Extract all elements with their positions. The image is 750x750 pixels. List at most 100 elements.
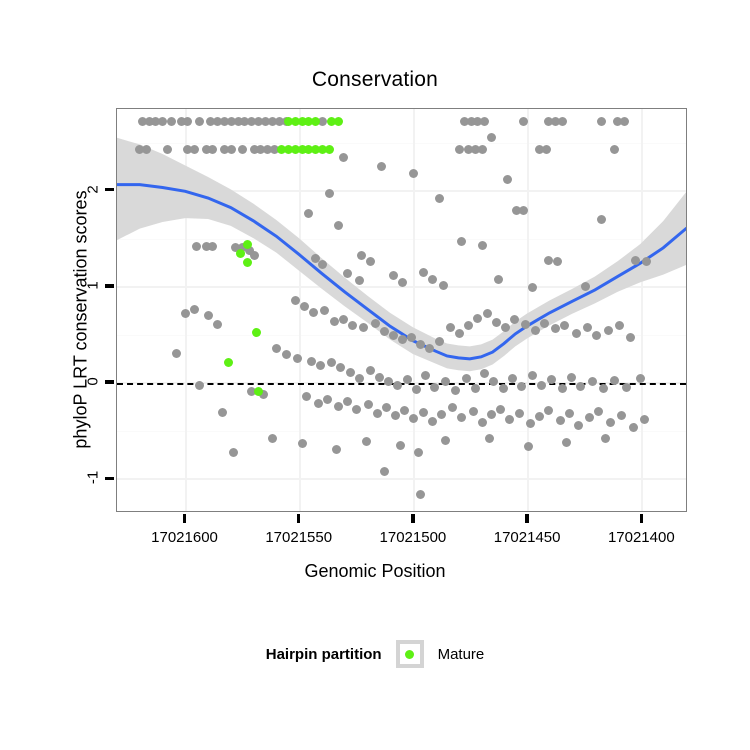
data-point-other <box>400 405 410 415</box>
data-point-other <box>338 315 348 325</box>
data-point-other <box>411 385 421 395</box>
data-point-mature <box>324 144 334 154</box>
data-point-other <box>519 117 529 126</box>
data-point-other <box>324 189 334 199</box>
data-point-other <box>507 373 517 383</box>
data-point-other <box>434 194 444 203</box>
data-point-other <box>535 412 544 422</box>
data-point-other <box>249 144 259 154</box>
trend-line-path <box>117 183 686 361</box>
data-point-other <box>628 422 638 432</box>
data-point-other <box>528 370 538 380</box>
data-point-other <box>457 413 467 423</box>
data-point-other <box>306 356 316 366</box>
data-point-other <box>318 260 328 270</box>
data-point-other <box>203 311 213 321</box>
y-axis-title: phyloP LRT conservation scores <box>70 190 91 449</box>
data-point-other <box>560 320 570 330</box>
data-point-mature <box>334 117 343 126</box>
data-point-other <box>308 308 318 318</box>
data-point-other <box>194 380 204 390</box>
data-point-other <box>610 144 620 154</box>
data-point-other <box>525 419 535 428</box>
data-point-other <box>615 320 624 330</box>
data-point-other <box>190 144 200 154</box>
data-point-other <box>587 376 597 386</box>
data-point-other <box>299 301 309 311</box>
y-tick-mark <box>105 380 114 384</box>
data-point-mature <box>235 248 245 258</box>
data-point-other <box>261 117 270 126</box>
data-point-other <box>151 117 161 126</box>
data-point-other <box>466 117 476 126</box>
data-point-mature <box>297 117 307 126</box>
data-point-other <box>503 174 513 184</box>
data-point-other <box>459 117 469 126</box>
data-point-other <box>612 117 622 126</box>
data-point-mature <box>304 144 314 154</box>
data-point-other <box>557 383 567 393</box>
x-tick-label: 17021450 <box>493 529 561 546</box>
data-point-other <box>219 117 229 126</box>
data-point-other <box>621 382 631 392</box>
data-point-other <box>238 243 248 252</box>
data-point-other <box>320 305 330 315</box>
data-point-mature <box>290 144 300 154</box>
data-point-other <box>270 144 280 154</box>
data-point-other <box>213 320 222 329</box>
data-point-other <box>455 328 465 338</box>
data-point-other <box>356 250 366 260</box>
data-point-other <box>555 416 565 426</box>
data-point-other <box>158 117 168 126</box>
data-point-other <box>363 399 373 409</box>
data-point-other <box>208 144 218 154</box>
data-point-other <box>427 274 437 284</box>
data-point-other <box>544 255 554 265</box>
data-point-other <box>315 361 325 371</box>
x-tick-label: 17021550 <box>265 529 333 546</box>
data-point-mature <box>242 240 252 250</box>
data-point-other <box>418 407 428 417</box>
data-point-other <box>226 117 236 126</box>
data-point-other <box>354 373 364 383</box>
data-point-other <box>493 274 503 284</box>
data-point-mature <box>290 117 300 126</box>
gridline-x <box>641 109 644 511</box>
data-point-other <box>249 250 259 260</box>
legend-dot-icon <box>405 649 415 659</box>
data-point-other <box>409 414 419 424</box>
data-point-other <box>509 315 519 325</box>
data-point-other <box>206 117 216 126</box>
data-point-other <box>201 242 211 252</box>
data-point-other <box>592 330 602 340</box>
data-point-other <box>281 349 291 359</box>
y-tick-mark <box>105 284 114 288</box>
data-point-other <box>327 357 337 367</box>
data-point-other <box>256 144 266 154</box>
data-point-other <box>347 320 357 330</box>
data-point-other <box>336 363 346 373</box>
data-point-other <box>217 407 227 417</box>
data-point-other <box>354 275 364 285</box>
data-point-other <box>302 392 312 402</box>
data-point-other <box>395 441 405 451</box>
data-point-other <box>167 117 177 126</box>
data-point-other <box>379 467 389 477</box>
data-point-other <box>254 117 264 126</box>
x-tick-mark <box>411 514 415 523</box>
data-point-other <box>238 144 248 154</box>
data-point-other <box>208 242 218 252</box>
data-point-other <box>162 144 172 154</box>
data-point-other <box>372 408 382 418</box>
data-point-other <box>418 268 428 277</box>
data-point-other <box>233 117 243 126</box>
data-point-other <box>551 117 560 126</box>
data-point-other <box>557 117 567 126</box>
data-point-other <box>514 408 524 418</box>
data-point-other <box>544 405 554 415</box>
data-point-other <box>402 374 412 384</box>
data-point-other <box>482 309 492 319</box>
data-point-other <box>359 322 369 332</box>
legend-key-mature[interactable] <box>395 640 424 668</box>
data-point-other <box>427 417 437 427</box>
